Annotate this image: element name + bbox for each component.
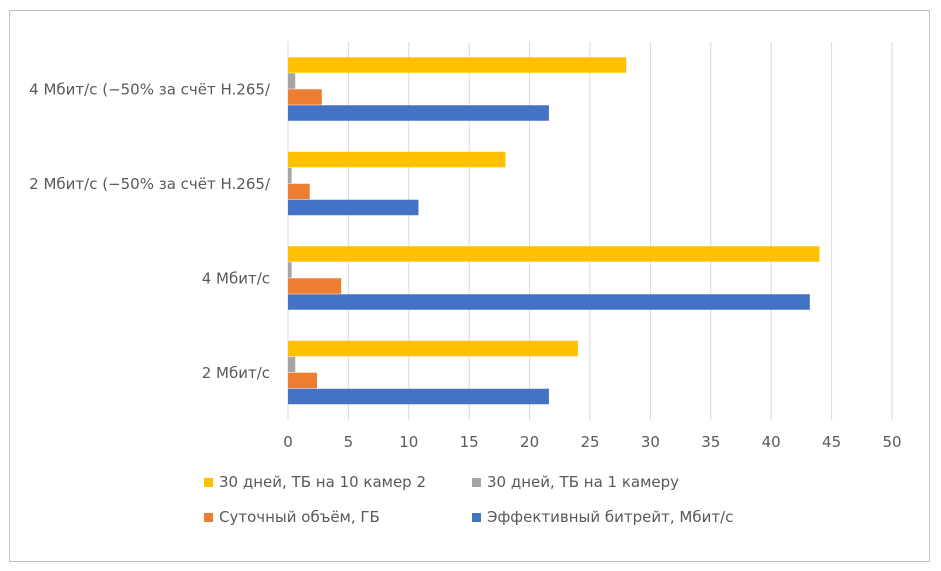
bar-3-series-3 bbox=[288, 57, 627, 73]
tick-label-40: 40 bbox=[762, 433, 781, 451]
bar-2-series-2 bbox=[288, 167, 292, 184]
legend-item-1: 30 дней, ТБ на 1 камеру bbox=[472, 473, 679, 491]
bar-2-series-3 bbox=[288, 151, 506, 168]
bar-3-series-0 bbox=[288, 105, 549, 121]
category-label-1: 4 Мбит/с bbox=[202, 269, 270, 287]
x-axis-tick-labels: 0 5 10 15 20 25 30 35 40 45 50 bbox=[283, 433, 901, 451]
bar-1-series-0 bbox=[288, 294, 810, 310]
legend-label-0: 30 дней, ТБ на 10 камер 2 bbox=[219, 473, 426, 491]
legend-label-3: Эффективный битрейт, Мбит/с bbox=[487, 508, 733, 526]
legend-swatch-0 bbox=[204, 478, 213, 487]
legend-item-3: Эффективный битрейт, Мбит/с bbox=[472, 508, 733, 526]
bar-1-series-2 bbox=[288, 262, 292, 278]
tick-label-10: 10 bbox=[399, 433, 418, 451]
bar-0-series-1 bbox=[288, 372, 317, 389]
tick-label-45: 45 bbox=[822, 433, 841, 451]
legend-label-2: Суточный объём, ГБ bbox=[219, 508, 380, 526]
tick-label-15: 15 bbox=[460, 433, 479, 451]
bar-0-series-3 bbox=[288, 340, 578, 357]
bar-1-series-3 bbox=[288, 246, 820, 262]
bar-3-series-1 bbox=[288, 89, 322, 105]
tick-label-5: 5 bbox=[344, 433, 354, 451]
legend-swatch-2 bbox=[204, 513, 213, 522]
tick-label-25: 25 bbox=[580, 433, 599, 451]
legend-item-0: 30 дней, ТБ на 10 камер 2 bbox=[204, 473, 426, 491]
tick-label-0: 0 bbox=[283, 433, 293, 451]
bar-2-series-0 bbox=[288, 199, 419, 216]
tick-label-50: 50 bbox=[882, 433, 901, 451]
tick-label-30: 30 bbox=[641, 433, 660, 451]
bar-0-series-2 bbox=[288, 356, 296, 373]
gridlines bbox=[287, 42, 893, 420]
bars bbox=[288, 57, 820, 405]
legend-swatch-3 bbox=[472, 513, 481, 522]
bar-1-series-1 bbox=[288, 278, 342, 294]
category-label-0: 2 Мбит/с bbox=[202, 364, 270, 382]
tick-label-35: 35 bbox=[701, 433, 720, 451]
bar-3-series-2 bbox=[288, 73, 296, 89]
bar-2-series-1 bbox=[288, 183, 310, 200]
tick-label-20: 20 bbox=[520, 433, 539, 451]
legend-item-2: Суточный объём, ГБ bbox=[204, 508, 380, 526]
category-labels: 2 Мбит/с 4 Мбит/с 2 Мбит/с (−50% за счёт H… bbox=[29, 80, 271, 382]
category-label-3: 4 Мбит/с (−50% за счёт H.265/ bbox=[29, 80, 271, 98]
legend-label-1: 30 дней, ТБ на 1 камеру bbox=[487, 473, 679, 491]
legend: 30 дней, ТБ на 10 камер 2 30 дней, ТБ на … bbox=[204, 473, 733, 526]
bar-0-series-0 bbox=[288, 388, 549, 405]
category-label-2: 2 Мбит/с (−50% за счёт H.265/ bbox=[29, 175, 271, 193]
legend-swatch-1 bbox=[472, 478, 481, 487]
